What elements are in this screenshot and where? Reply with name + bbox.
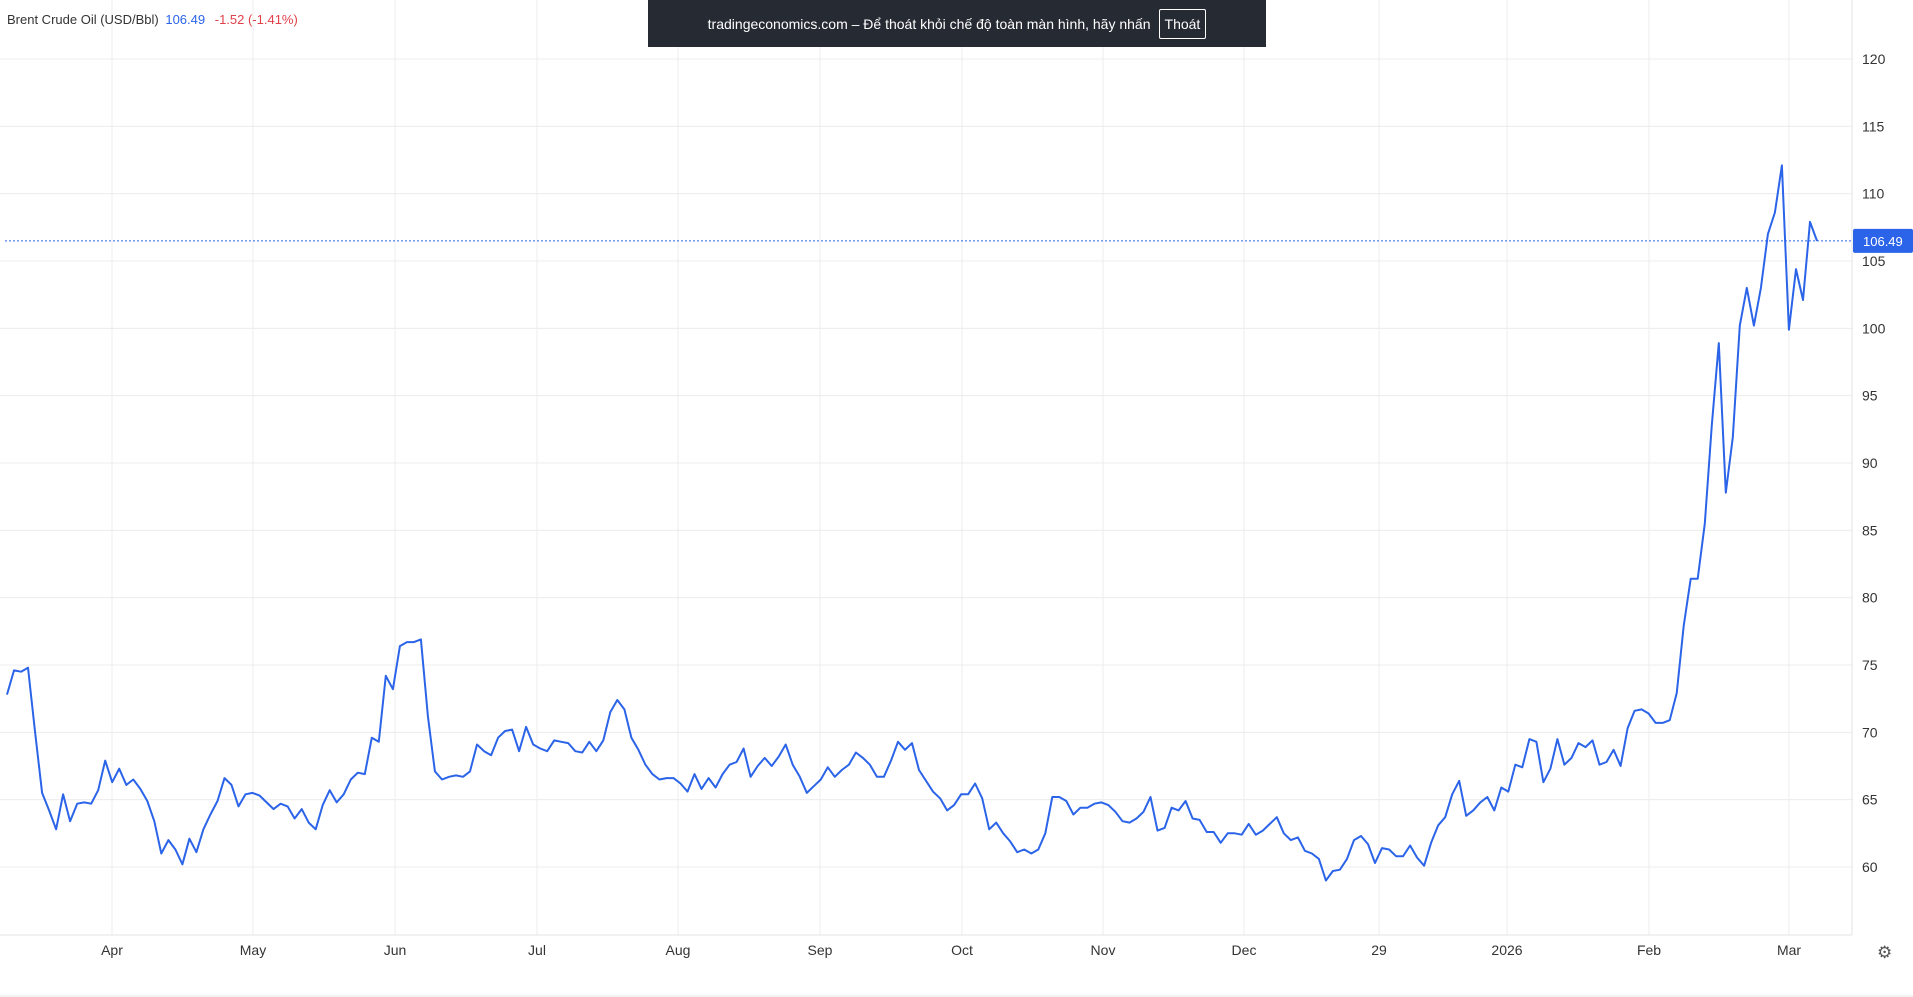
y-axis-labels: 60 65 70 75 80 85 90 95 100 105 110 115 120 — [1862, 51, 1886, 875]
x-tick-label: Feb — [1637, 942, 1661, 958]
last-price-tag-bg — [1853, 228, 1913, 253]
y-tick-label: 60 — [1862, 859, 1878, 875]
y-tick-label: 80 — [1862, 590, 1878, 606]
x-tick-label: Apr — [101, 942, 123, 958]
fullscreen-banner: tradingeconomics.com – Để thoát khỏi chế… — [648, 0, 1266, 47]
x-tick-label: 29 — [1371, 942, 1387, 958]
price-series-line[interactable] — [6, 164, 1818, 882]
exit-fullscreen-button[interactable]: Thoát — [1158, 8, 1207, 39]
x-tick-label: Aug — [666, 942, 691, 958]
y-tick-label: 100 — [1862, 320, 1886, 336]
x-tick-label: Oct — [951, 942, 973, 958]
x-tick-label: Nov — [1091, 942, 1116, 958]
chart-legend: Brent Crude Oil (USD/Bbl) 106.49 -1.52 (… — [7, 12, 298, 27]
y-tick-label: 90 — [1862, 455, 1878, 471]
gear-icon[interactable]: ⚙ — [1877, 943, 1893, 962]
x-tick-label: Jul — [528, 942, 546, 958]
x-tick-label: Sep — [808, 942, 833, 958]
x-tick-label: Jun — [384, 942, 407, 958]
y-tick-label: 65 — [1862, 792, 1878, 808]
x-tick-label: 2026 — [1491, 942, 1522, 958]
y-tick-label: 115 — [1862, 118, 1885, 134]
legend-price: 106.49 — [165, 12, 206, 27]
x-tick-label: Dec — [1232, 942, 1257, 958]
x-axis-labels: Apr May Jun Jul Aug Sep Oct Nov Dec 29 2026 Feb Mar — [101, 942, 1801, 958]
y-tick-label: 85 — [1862, 522, 1878, 538]
x-tick-label: May — [240, 942, 266, 958]
chart-grid — [0, 0, 1852, 935]
y-tick-label: 70 — [1862, 724, 1878, 740]
x-tick-label: Mar — [1777, 942, 1801, 958]
legend-name: Brent Crude Oil (USD/Bbl) — [7, 12, 159, 27]
legend-change: -1.52 (-1.41%) — [214, 12, 298, 27]
y-tick-label: 95 — [1862, 388, 1878, 404]
fullscreen-banner-text: tradingeconomics.com – Để thoát khỏi chế… — [707, 15, 1151, 32]
y-tick-label: 75 — [1862, 657, 1878, 673]
last-price-tag-text: 106.49 — [1863, 234, 1903, 249]
y-tick-label: 105 — [1862, 253, 1886, 269]
last-price-tag: 106.49 — [1853, 228, 1913, 253]
y-tick-label: 120 — [1862, 51, 1886, 67]
y-tick-label: 110 — [1862, 186, 1885, 202]
